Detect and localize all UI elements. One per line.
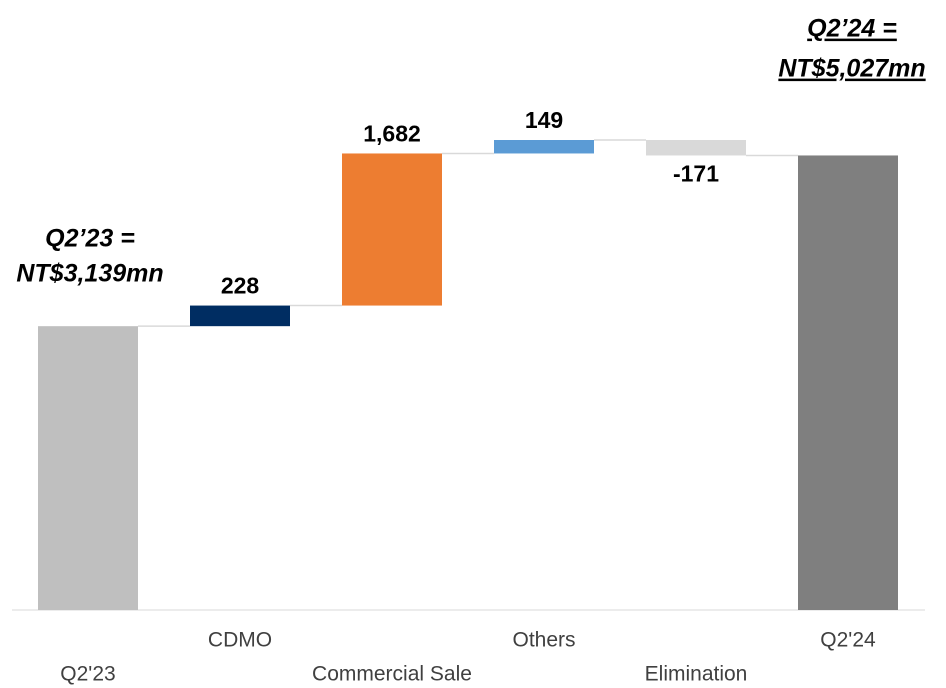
bar <box>38 326 138 610</box>
bar <box>190 305 290 327</box>
bar <box>342 153 442 306</box>
value-label: 228 <box>221 273 260 299</box>
value-label: 149 <box>525 107 563 133</box>
value-label: -171 <box>673 161 719 187</box>
annotation: NT$5,027mn <box>778 55 925 83</box>
annotation: Q2’23 = <box>45 225 135 253</box>
x-tick-label: Q2'23 <box>60 663 115 686</box>
bar <box>798 155 898 610</box>
x-tick-label: CDMO <box>208 629 272 652</box>
x-tick-label: Q2'24 <box>820 629 876 652</box>
bar <box>494 140 594 154</box>
x-tick-label: Others <box>512 629 575 652</box>
bar <box>646 140 746 156</box>
value-label: 1,682 <box>363 121 421 147</box>
annotation: NT$3,139mn <box>16 260 163 288</box>
annotation: Q2’24 = <box>807 15 897 43</box>
x-tick-label: Commercial Sale <box>312 663 472 686</box>
x-tick-label: Elimination <box>645 663 748 686</box>
